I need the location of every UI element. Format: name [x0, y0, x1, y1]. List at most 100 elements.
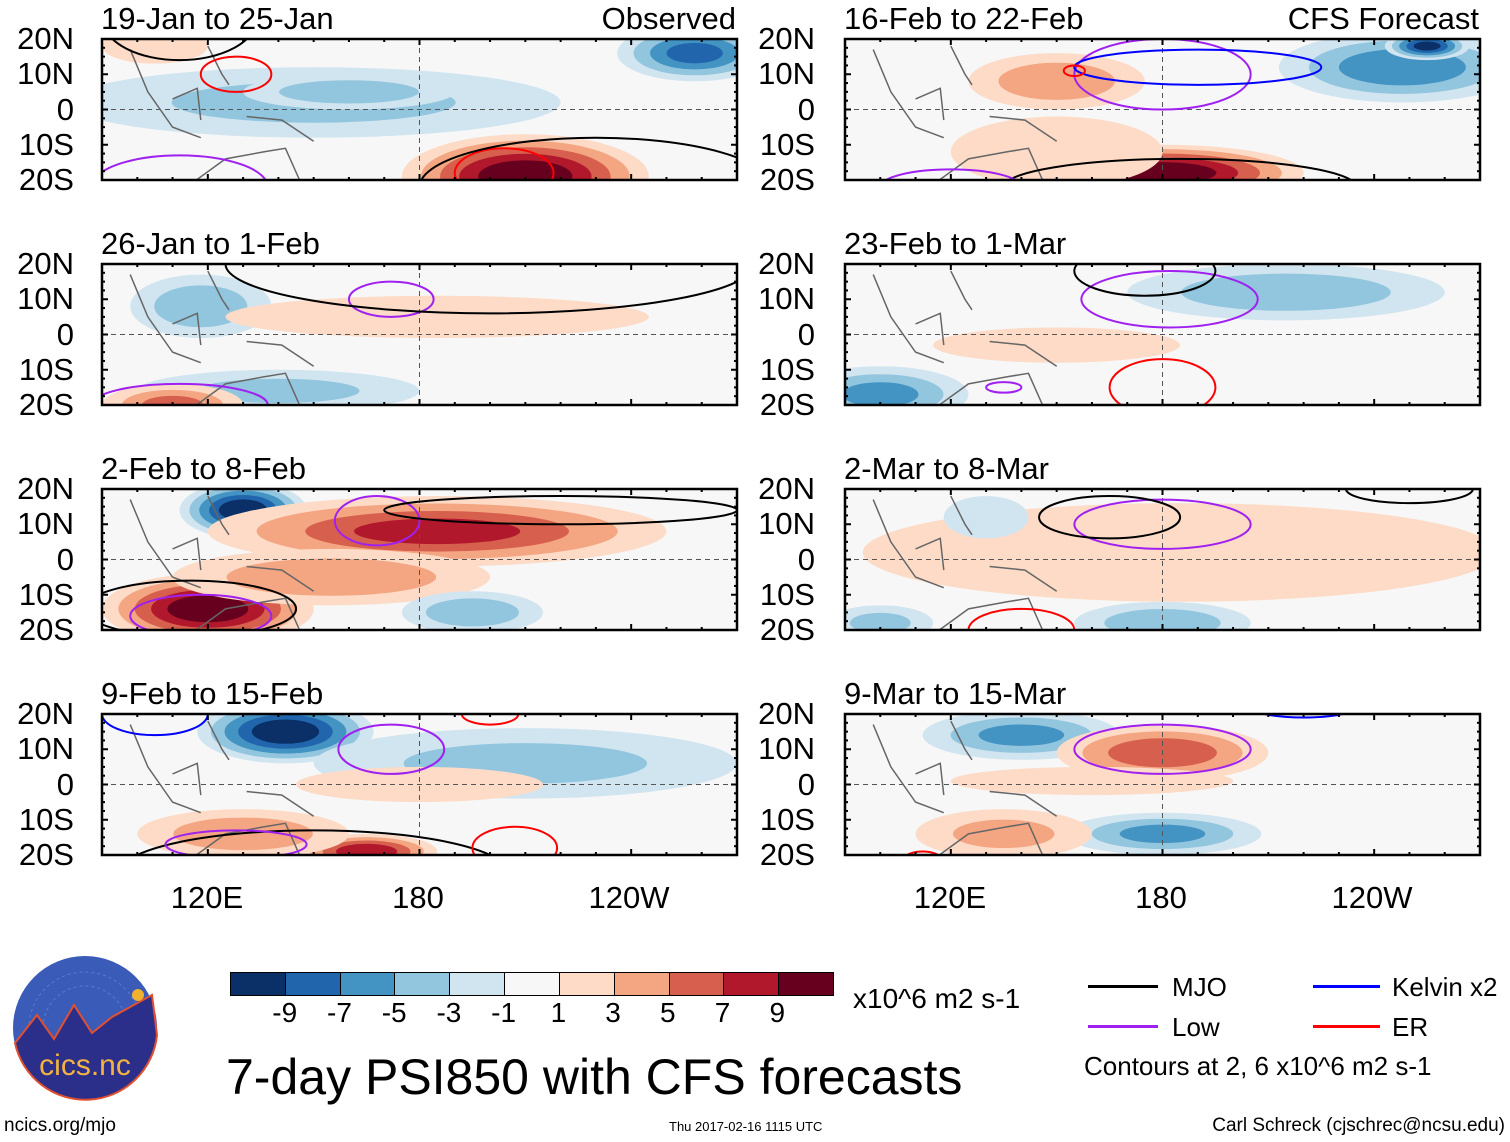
map-panel	[843, 37, 1482, 182]
timestamp: Thu 2017-02-16 1115 UTC	[669, 1119, 823, 1134]
low-contour	[884, 168, 1018, 180]
anomaly-contour-fill	[950, 766, 1234, 796]
xtick-label: 120E	[913, 880, 987, 915]
ytick-label: 10S	[18, 576, 74, 612]
panel-title: 26-Jan to 1-Feb	[101, 226, 320, 261]
colorbar-tick-label: -9	[272, 997, 298, 1028]
website-link[interactable]: ncics.org/mjo	[4, 1115, 116, 1136]
ytick-label: 10S	[759, 351, 815, 387]
mjo-contour	[135, 829, 493, 855]
ytick-label: 0	[56, 91, 74, 127]
ytick-label: 0	[56, 766, 74, 802]
ytick-label: 0	[797, 766, 815, 802]
ytick-label: 10N	[758, 281, 815, 317]
anomaly-contour-fill	[998, 62, 1115, 100]
coastline	[129, 45, 315, 180]
ytick-label: 20N	[758, 246, 815, 281]
low-contour	[1073, 723, 1252, 775]
colorbar-unit: x10^6 m2 s-1	[853, 983, 1021, 1014]
low-contour	[1073, 39, 1252, 111]
kelvin-legend-label: Kelvin x2	[1392, 972, 1498, 1002]
anomaly-contour-fill	[1413, 41, 1441, 51]
er-legend-line	[1313, 1025, 1380, 1028]
anomaly-contour-fill	[933, 327, 1181, 363]
ytick-label: 20N	[17, 471, 74, 506]
anomaly-contour-fill	[279, 80, 419, 104]
low-contour	[1073, 498, 1252, 550]
er-contour	[1108, 358, 1217, 405]
anomaly-contour-fill	[154, 285, 248, 328]
ytick-label: 20S	[18, 162, 74, 197]
anomaly-contour-fill	[141, 395, 204, 405]
coastline	[872, 495, 1058, 630]
anomaly-contour-fill	[943, 496, 1029, 539]
colorbar-tick-label: -5	[381, 997, 407, 1028]
colorbar-tick-label: 5	[660, 997, 676, 1028]
map-panel	[843, 712, 1482, 857]
anomaly-contour-fill	[336, 843, 398, 855]
anomaly-contour-fill	[226, 558, 437, 596]
anomaly-contour-fill	[978, 724, 1065, 746]
kelvin-x2-contour	[1260, 714, 1348, 719]
panel-title: 23-Feb to 1-Mar	[844, 226, 1067, 261]
ytick-label: 10N	[17, 281, 74, 317]
coastline	[872, 720, 1058, 855]
low-contour	[1080, 270, 1259, 329]
ytick-label: 20N	[17, 21, 74, 56]
ytick-label: 0	[797, 316, 815, 352]
figure-title: 7-day PSI850 with CFS forecasts	[226, 1049, 963, 1105]
er-contour	[453, 147, 555, 180]
coastline	[872, 45, 1058, 180]
ytick-label: 20N	[758, 696, 815, 731]
low-contour	[102, 154, 267, 180]
colorbar-tick-label: -7	[327, 997, 352, 1028]
kelvin-x2-contour	[102, 714, 209, 737]
panel-title: 9-Feb to 15-Feb	[101, 676, 324, 711]
panel-title: 2-Feb to 8-Feb	[101, 451, 307, 486]
low-contour	[337, 723, 446, 775]
anomaly-contour-fill	[666, 42, 723, 64]
ytick-label: 20S	[759, 837, 815, 872]
low-contour	[347, 280, 435, 318]
mjo-contour	[1038, 495, 1182, 540]
cics-logo-graphic: cics.nc	[13, 956, 159, 1101]
coastline	[872, 270, 1058, 405]
low-contour	[129, 593, 273, 630]
mjo-contour	[110, 39, 249, 62]
xtick-label: 120W	[588, 880, 670, 915]
anomaly-contour-fill	[425, 598, 519, 627]
colorbar-swatch	[449, 973, 505, 995]
anomaly-contour-fill	[953, 819, 1055, 849]
colorbar-tick-label: 7	[714, 997, 731, 1028]
colorbar-swatch	[284, 973, 340, 995]
ytick-label: 0	[56, 541, 74, 577]
anomaly-contour-fill	[225, 295, 649, 339]
er-contour	[199, 55, 273, 93]
colorbar-tick-label: -3	[436, 997, 462, 1028]
xtick-label: 120W	[1331, 880, 1413, 915]
ytick-label: 20S	[18, 612, 74, 647]
mjo-contour	[224, 264, 737, 315]
ytick-label: 0	[797, 91, 815, 127]
colorbar-tick-label: 3	[605, 997, 621, 1028]
mjo-contour	[1007, 157, 1353, 180]
ytick-label: 10S	[759, 801, 815, 837]
panel-title: 16-Feb to 22-Feb	[844, 1, 1084, 36]
mjo-contour	[1073, 264, 1217, 297]
ytick-label: 20N	[17, 696, 74, 731]
mjo-legend-line	[1088, 985, 1158, 988]
author-credit: Carl Schreck (cjschrec@ncsu.edu)	[1212, 1115, 1505, 1136]
map-panel	[843, 262, 1482, 407]
mjo-contour	[420, 136, 737, 180]
ytick-label: 20S	[759, 387, 815, 422]
ytick-label: 20S	[18, 387, 74, 422]
xtick-label: 180	[1135, 880, 1187, 915]
low-contour	[333, 495, 421, 547]
colorbar-tick-label: -1	[491, 997, 517, 1028]
colorbar-swatch	[394, 973, 450, 995]
panel-title: 2-Mar to 8-Mar	[844, 451, 1049, 486]
low-legend-label: Low	[1172, 1012, 1220, 1042]
ytick-label: 10S	[18, 801, 74, 837]
colorbar-swatch	[504, 973, 559, 995]
